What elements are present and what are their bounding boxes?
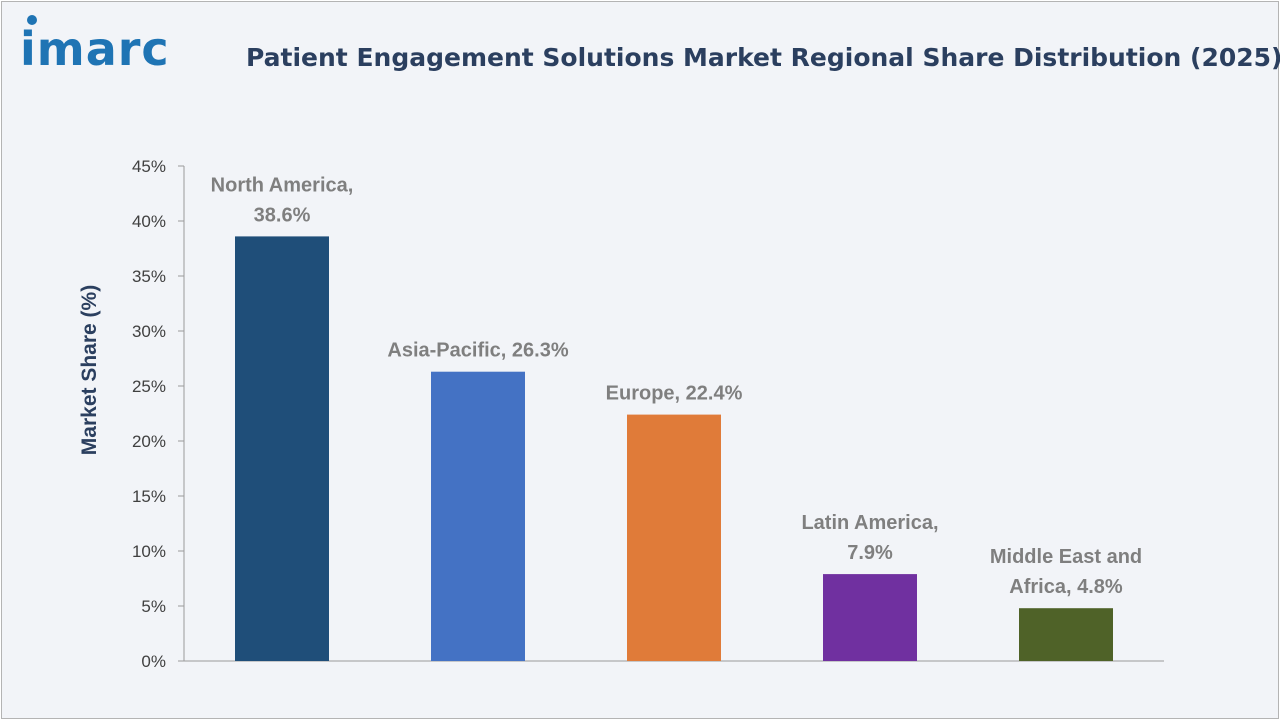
data-label: North America,: [211, 174, 354, 196]
logo-dot: [27, 15, 37, 25]
bar-latin-america: [823, 574, 917, 661]
bar-asia-pacific: [431, 371, 525, 661]
bar-europe: [627, 414, 721, 661]
data-label: Middle East and: [990, 546, 1142, 568]
y-tick-label: 30%: [132, 322, 166, 341]
y-tick-label: 40%: [132, 212, 166, 231]
data-labels: North America, 38.6% Asia-Pacific, 26.3% Eu…: [211, 174, 1142, 598]
y-tick-label: 35%: [132, 267, 166, 286]
y-axis-label: Market Share (%): [78, 285, 101, 455]
bars: [235, 236, 1113, 661]
bar-north-america: [235, 236, 329, 661]
y-tick-label: 10%: [132, 542, 166, 561]
logo-text: imarc: [20, 22, 170, 76]
y-tick-label: 25%: [132, 377, 166, 396]
data-label: Asia-Pacific, 26.3%: [387, 340, 568, 362]
y-tick-label: 20%: [132, 432, 166, 451]
data-label: Europe, 22.4%: [606, 383, 743, 405]
data-label: Latin America,: [801, 512, 938, 534]
y-tick-label: 0%: [141, 652, 166, 671]
imarc-logo: [27, 15, 37, 25]
y-tick-label: 15%: [132, 487, 166, 506]
bar-middle-east-and-africa: [1019, 608, 1113, 661]
data-label: Africa, 4.8%: [1009, 576, 1123, 598]
y-tick-label: 5%: [141, 597, 166, 616]
y-tick-label: 45%: [132, 157, 166, 176]
data-label: 38.6%: [254, 204, 311, 226]
chart-title: Patient Engagement Solutions Market Regi…: [246, 43, 1280, 72]
data-label: 7.9%: [847, 542, 893, 564]
